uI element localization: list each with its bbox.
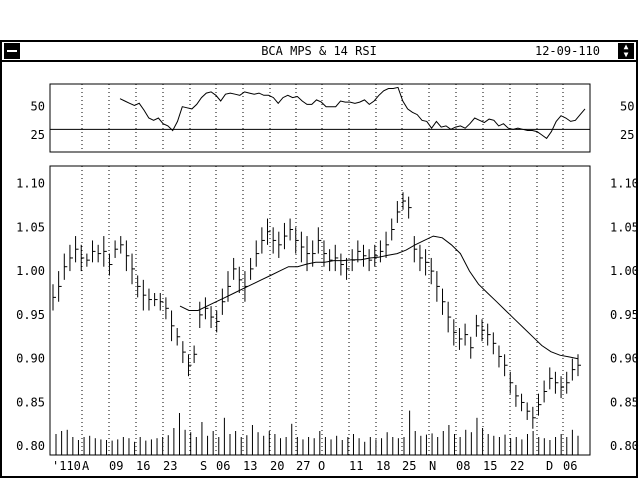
price-right-tick-label: 0.80	[610, 439, 639, 453]
x-tick-label: A	[82, 459, 90, 473]
x-tick-label: 06	[563, 459, 577, 473]
chart-window: BCA MPS & 14 RSI 12-09-110 ▲ ▼	[0, 40, 638, 478]
scroll-arrows-icon[interactable]: ▲ ▼	[618, 43, 634, 59]
x-tick-label: D	[546, 459, 553, 473]
price-left-tick-label: 0.90	[16, 352, 45, 366]
title-bar: BCA MPS & 14 RSI 12-09-110 ▲ ▼	[2, 42, 636, 62]
moving-average-line	[179, 235, 579, 360]
x-tick-label: 20	[270, 459, 284, 473]
x-tick-label: 08	[456, 459, 470, 473]
price-left-tick-label: 1.05	[16, 220, 45, 234]
price-left-tick-label: 0.85	[16, 395, 45, 409]
x-tick-label: O	[318, 459, 325, 473]
x-tick-label: 27	[296, 459, 310, 473]
x-tick-label: 15	[483, 459, 497, 473]
x-tick-label: 18	[376, 459, 390, 473]
x-tick-label: '110	[52, 459, 81, 473]
x-tick-label: N	[429, 459, 436, 473]
rsi-right-tick-label: 25	[620, 128, 634, 142]
price-right-tick-label: 0.85	[610, 395, 639, 409]
chart-date: 12-09-110	[534, 44, 600, 58]
x-tick-label: S	[200, 459, 207, 473]
rsi-right-tick-label: 50	[620, 100, 634, 114]
x-tick-label: 06	[216, 459, 230, 473]
system-menu-icon[interactable]	[4, 43, 20, 59]
price-panel-frame	[49, 165, 591, 456]
price-left-tick-label: 0.80	[16, 439, 45, 453]
price-right-tick-label: 1.10	[610, 177, 639, 191]
rsi-panel-frame	[49, 83, 591, 153]
price-left-tick-label: 0.95	[16, 308, 45, 322]
rsi-left-tick-label: 50	[31, 100, 45, 114]
window-title: BCA MPS & 14 RSI	[261, 44, 377, 58]
x-tick-label: 11	[349, 459, 363, 473]
x-tick-label: 23	[163, 459, 177, 473]
price-right-tick-label: 1.00	[610, 264, 639, 278]
rsi-line	[119, 86, 586, 140]
x-tick-label: 22	[510, 459, 524, 473]
x-tick-label: 16	[136, 459, 150, 473]
price-left-tick-label: 1.00	[16, 264, 45, 278]
price-right-tick-label: 0.95	[610, 308, 639, 322]
price-right-tick-label: 1.05	[610, 220, 639, 234]
x-tick-label: 25	[402, 459, 416, 473]
x-tick-label: 09	[109, 459, 123, 473]
x-tick-label: 13	[243, 459, 257, 473]
rsi-left-tick-label: 25	[31, 128, 45, 142]
price-left-tick-label: 1.10	[16, 177, 45, 191]
price-right-tick-label: 0.90	[610, 352, 639, 366]
